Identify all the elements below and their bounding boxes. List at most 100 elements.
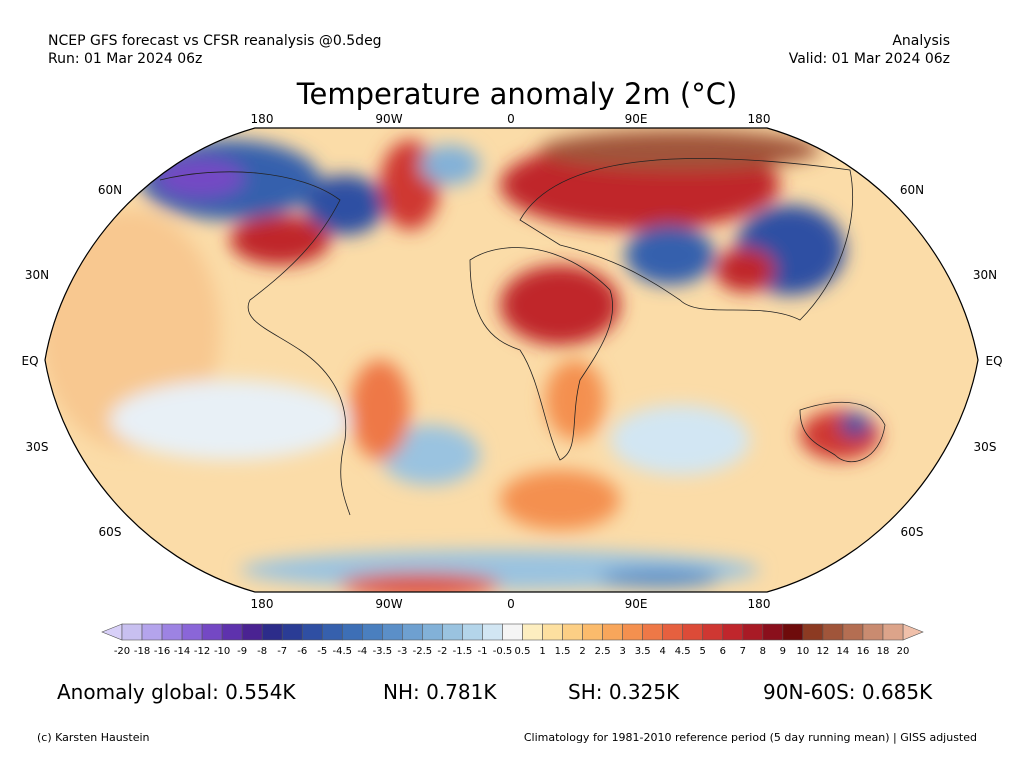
colorbar-label: 3.5 xyxy=(635,646,651,657)
colorbar-label: 16 xyxy=(857,646,870,657)
colorbar-label: 2 xyxy=(579,646,585,657)
lat-label-left: EQ xyxy=(21,354,38,368)
colorbar-label: 1 xyxy=(539,646,545,657)
colorbar-swatch xyxy=(722,623,744,641)
colorbar-swatch xyxy=(341,623,363,641)
colorbar-swatch xyxy=(201,623,223,641)
stat-sh: SH: 0.325K xyxy=(568,680,680,704)
header-valid: Valid: 01 Mar 2024 06z xyxy=(789,51,950,67)
coastline xyxy=(519,158,853,321)
lon-label-top: 180 xyxy=(748,112,771,126)
colorbar-swatch xyxy=(422,623,443,641)
colorbar-label: 6 xyxy=(720,646,726,657)
colorbar-swatch xyxy=(562,623,583,641)
colorbar-swatch xyxy=(221,623,243,641)
stat-high-lat: 90N-60S: 0.685K xyxy=(763,680,933,704)
colorbar-label: 20 xyxy=(897,646,910,657)
colorbar-label: -5 xyxy=(317,646,327,657)
colorbar-swatch xyxy=(321,623,343,641)
footer-note: Climatology for 1981-2010 reference peri… xyxy=(524,731,977,744)
colorbar-swatch xyxy=(462,623,483,641)
colorbar-swatch xyxy=(442,623,463,641)
coastline xyxy=(469,247,614,461)
colorbar-swatch xyxy=(882,623,904,641)
lon-label-top: 90W xyxy=(375,112,402,126)
field-blob xyxy=(230,215,330,265)
lon-label-bottom: 0 xyxy=(507,597,515,611)
colorbar-label: -6 xyxy=(297,646,307,657)
lon-label-bottom: 180 xyxy=(251,597,274,611)
colorbar-label: -3.5 xyxy=(373,646,393,657)
colorbar-label: 18 xyxy=(877,646,890,657)
colorbar-label: -18 xyxy=(134,646,150,657)
map-frame xyxy=(44,127,979,593)
colorbar-label: -9 xyxy=(237,646,247,657)
colorbar-label: -4.5 xyxy=(333,646,353,657)
colorbar-swatch xyxy=(682,623,704,641)
lat-label-right: EQ xyxy=(985,354,1002,368)
coastline xyxy=(159,171,351,516)
field-blob xyxy=(625,225,715,285)
colorbar-swatch xyxy=(281,623,303,641)
colorbar-swatch xyxy=(582,623,603,641)
colorbar-label: -2 xyxy=(437,646,447,657)
stat-global: Anomaly global: 0.554K xyxy=(57,680,296,704)
colorbar-label: 8 xyxy=(760,646,766,657)
colorbar-label: 7 xyxy=(740,646,746,657)
colorbar-label: 4.5 xyxy=(675,646,691,657)
colorbar-label: 9 xyxy=(780,646,786,657)
lon-label-top: 90E xyxy=(625,112,648,126)
colorbar-swatch xyxy=(662,623,684,641)
field-blob xyxy=(540,130,820,170)
field-blob xyxy=(500,265,620,345)
field-blob xyxy=(305,175,385,235)
colorbar-swatch xyxy=(181,623,203,641)
colorbar-label: 14 xyxy=(837,646,850,657)
colorbar-swatch xyxy=(782,623,804,641)
lon-label-bottom: 90E xyxy=(625,597,648,611)
field-blob xyxy=(155,158,245,198)
colorbar-swatch xyxy=(602,623,623,641)
coastlines xyxy=(159,158,886,516)
field-blob xyxy=(500,470,620,530)
colorbar-swatch xyxy=(301,623,323,641)
lon-label-bottom: 180 xyxy=(748,597,771,611)
colorbar-swatch xyxy=(261,623,283,641)
colorbar-label: -16 xyxy=(154,646,170,657)
field-blob xyxy=(840,413,870,437)
colorbar-swatch xyxy=(141,623,163,641)
field-blob xyxy=(715,248,775,292)
lon-label-bottom: 90W xyxy=(375,597,402,611)
colorbar-swatch xyxy=(622,623,643,641)
colorbar-swatch xyxy=(802,623,824,641)
colorbar-label: -8 xyxy=(257,646,267,657)
lat-label-left: 30N xyxy=(25,268,49,282)
lat-label-right: 30N xyxy=(973,268,997,282)
title: Temperature anomaly 2m (°C) xyxy=(296,77,738,111)
footer-credit: (c) Karsten Haustein xyxy=(37,731,150,744)
colorbar-label: -14 xyxy=(174,646,190,657)
colorbar-label: 4 xyxy=(660,646,666,657)
colorbar-swatch xyxy=(362,623,383,641)
colorbar-swatch xyxy=(842,623,864,641)
field-blob xyxy=(800,410,880,460)
header-source: NCEP GFS forecast vs CFSR reanalysis @0.… xyxy=(48,33,382,49)
field-blob xyxy=(340,573,500,592)
colorbar-label: -20 xyxy=(114,646,130,657)
colorbar-label: -12 xyxy=(194,646,210,657)
colorbar-label: 10 xyxy=(797,646,810,657)
colorbar-swatch xyxy=(502,623,523,641)
lat-label-left: 60S xyxy=(99,525,122,539)
colorbar-swatch xyxy=(642,623,663,641)
colorbar-swatch xyxy=(482,623,503,641)
colorbar-label: 2.5 xyxy=(595,646,611,657)
colorbar-swatch xyxy=(382,623,403,641)
colorbar-under xyxy=(101,623,123,641)
colorbar-swatch xyxy=(702,623,724,641)
lat-label-right: 60N xyxy=(900,183,924,197)
colorbar-swatch xyxy=(402,623,423,641)
field-blob xyxy=(110,380,350,460)
lat-label-left: 30S xyxy=(26,440,49,454)
colorbar-label: 12 xyxy=(817,646,830,657)
